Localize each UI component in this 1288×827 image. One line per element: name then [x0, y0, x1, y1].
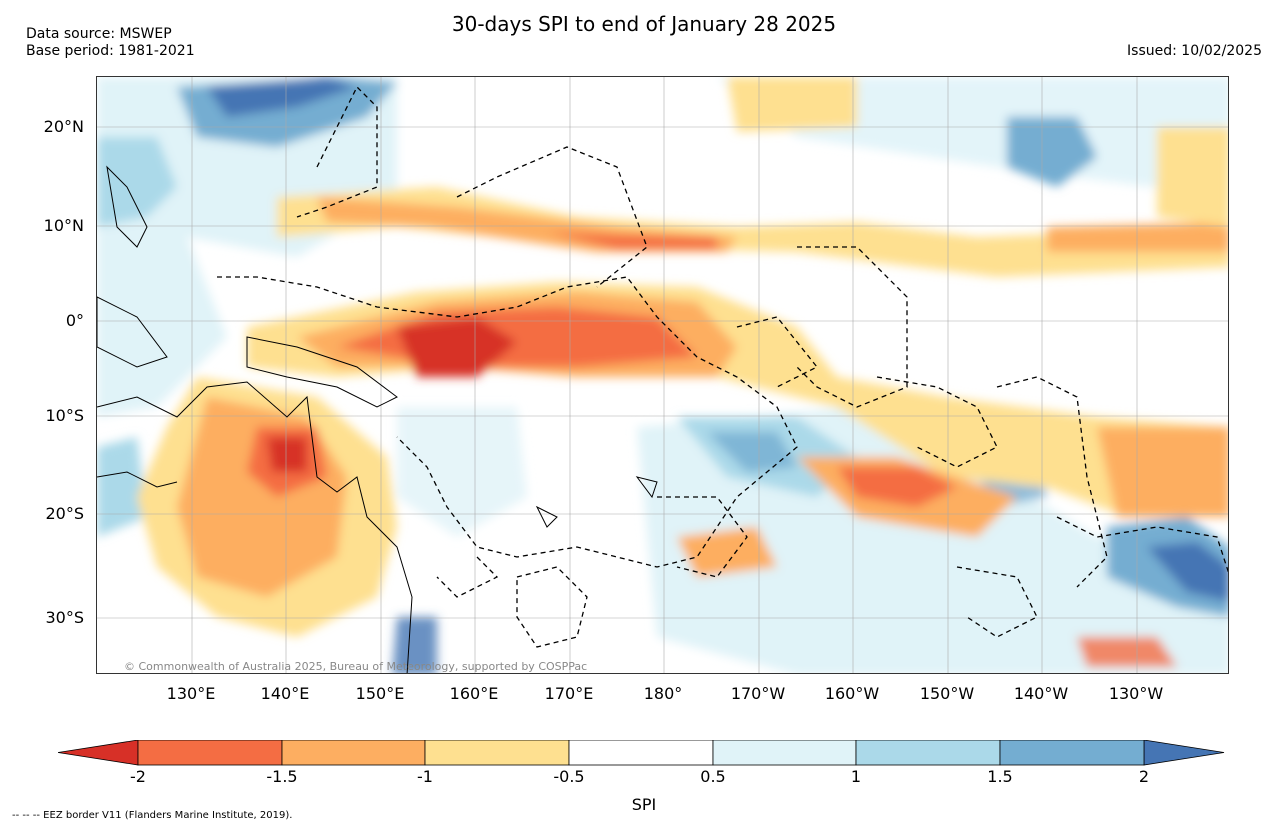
map-title: 30-days SPI to end of January 28 2025	[451, 12, 837, 36]
lat-label-0: 0°	[65, 311, 84, 330]
colorbar-tick-label: 1	[850, 767, 862, 786]
colorbar-tick-label: 0.5	[700, 767, 726, 786]
issued-date: Issued: 10/02/2025	[1127, 43, 1262, 59]
eez-note: -- -- -- EEZ border V11 (Flanders Marine…	[12, 810, 293, 821]
lon-label-180: 180°	[643, 684, 683, 703]
lon-label-170w: 170°W	[730, 684, 786, 703]
lon-label-130w: 130°W	[1108, 684, 1164, 703]
lon-label-130e: 130°E	[166, 684, 216, 703]
spi-map	[96, 76, 1229, 674]
colorbar-label: SPI	[631, 795, 657, 814]
data-source-block: Data source: MSWEP Base period: 1981-202…	[26, 26, 195, 60]
colorbar-tick-label: 1.5	[987, 767, 1013, 786]
graticule	[97, 77, 1228, 673]
colorbar	[58, 740, 1225, 766]
base-period-text: Base period: 1981-2021	[26, 43, 195, 59]
lat-label-20s: 20°S	[45, 504, 84, 523]
lat-label-10n: 10°N	[43, 216, 84, 235]
spi-shading	[97, 77, 1228, 673]
colorbar-tick-label: -1	[417, 767, 433, 786]
lon-label-170e: 170°E	[544, 684, 594, 703]
spi-map-canvas	[97, 77, 1228, 673]
colorbar-swatch-5	[855, 740, 1001, 766]
lat-label-20n: 20°N	[43, 117, 84, 136]
copyright-text: © Commonwealth of Australia 2025, Bureau…	[124, 660, 588, 673]
lon-label-150w: 150°W	[919, 684, 975, 703]
lon-label-150e: 150°E	[355, 684, 405, 703]
lat-label-30s: 30°S	[45, 608, 84, 627]
colorbar-tick-label: -2	[130, 767, 146, 786]
data-source-text: Data source: MSWEP	[26, 26, 172, 42]
colorbar-swatch-4	[712, 740, 857, 766]
colorbar-tick-label: -1.5	[266, 767, 298, 786]
eez-borders	[217, 85, 1228, 648]
colorbar-swatch-6	[999, 740, 1145, 766]
lon-label-140w: 140°W	[1013, 684, 1069, 703]
colorbar-swatch-1	[281, 740, 426, 766]
colorbar-swatch-0	[137, 740, 283, 766]
colorbar-tick-label: -0.5	[553, 767, 585, 786]
colorbar-swatch-3	[568, 740, 714, 766]
coastlines	[97, 165, 658, 673]
lon-label-160e: 160°E	[449, 684, 499, 703]
lon-label-140e: 140°E	[260, 684, 310, 703]
lon-label-160w: 160°W	[824, 684, 880, 703]
colorbar-tick-label: 2	[1138, 767, 1150, 786]
colorbar-extend-high	[1143, 740, 1225, 766]
colorbar-extend-low	[58, 740, 139, 766]
lat-label-10s: 10°S	[45, 406, 84, 425]
colorbar-swatch-2	[424, 740, 570, 766]
